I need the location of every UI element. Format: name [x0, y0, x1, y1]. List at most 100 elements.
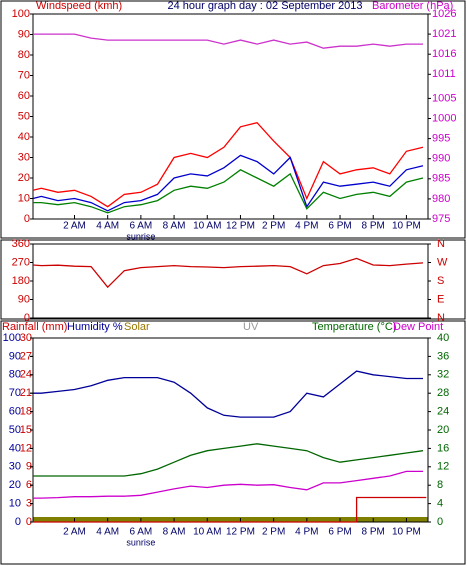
x-tick-label: 10 PM [392, 527, 421, 538]
y-tick-label: 100 [12, 8, 30, 20]
y-tick-label: 36 [437, 350, 449, 362]
legend-label: UV [243, 321, 259, 333]
x-tick-label: 10 AM [193, 527, 221, 538]
x-tick-label: 2 PM [262, 221, 285, 232]
x-tick-label: 4 PM [295, 221, 318, 232]
y-tick-label: N [437, 312, 445, 324]
y-tick-label: 80 [18, 49, 30, 61]
series-line [33, 443, 424, 477]
x-tick-label: 2 PM [262, 527, 285, 538]
y-tick-label: 990 [432, 153, 450, 165]
y-tick-label: 50 [9, 424, 21, 436]
annotation: sunrise [126, 231, 155, 241]
y-tick-label: 12 [437, 461, 449, 473]
panel-border [0, 320, 466, 565]
y-tick-label: 4 [437, 498, 443, 510]
x-tick-label: 8 PM [362, 221, 385, 232]
y-tick-label: 90 [9, 350, 21, 362]
series-line [33, 370, 423, 418]
y-tick-label: 40 [18, 131, 30, 143]
y-tick-label: 9 [26, 461, 32, 473]
y-tick-label: 21 [20, 387, 32, 399]
y-tick-label: 1026 [432, 8, 456, 20]
legend-label: Temperature (°C) [312, 321, 396, 333]
y-tick-label: 90 [18, 293, 30, 305]
y-tick-label: 985 [432, 173, 450, 185]
y-tick-label: 1016 [432, 48, 456, 60]
x-tick-label: 6 PM [328, 221, 351, 232]
y-tick-label: 30 [18, 151, 30, 163]
panel-border [0, 239, 466, 320]
series-line [32, 257, 424, 289]
y-tick-label: 30 [20, 332, 32, 344]
series-line [33, 470, 423, 499]
x-tick-label: 2 AM [63, 221, 86, 232]
y-tick-label: 1000 [432, 112, 456, 124]
x-tick-label: 6 AM [129, 527, 152, 538]
x-tick-label: 8 AM [163, 221, 186, 232]
x-tick-label: 8 PM [362, 527, 385, 538]
y-tick-label: 995 [432, 133, 450, 145]
series-line [33, 169, 424, 214]
x-tick-label: 6 PM [328, 527, 351, 538]
plot-frame [32, 243, 429, 319]
y-tick-label: 24 [437, 406, 449, 418]
y-tick-label: 10 [9, 498, 21, 510]
y-tick-label: 360 [12, 238, 30, 250]
y-tick-label: 18 [20, 406, 32, 418]
x-tick-label: 4 PM [295, 527, 318, 538]
y-tick-label: 12 [20, 442, 32, 454]
y-tick-label: 3 [26, 498, 32, 510]
y-tick-label: 30 [9, 461, 21, 473]
axis-label: Barometer (hPa) [372, 0, 453, 12]
plot-frame [32, 337, 429, 523]
y-tick-label: 70 [9, 387, 21, 399]
y-tick-label: 0 [437, 516, 443, 528]
y-tick-label: 0 [24, 213, 30, 225]
y-tick-label: 70 [18, 69, 30, 81]
x-tick-label: 4 AM [96, 527, 119, 538]
y-tick-label: W [437, 256, 448, 268]
y-tick-label: 50 [18, 110, 30, 122]
x-tick-label: 4 AM [96, 221, 119, 232]
y-tick-label: 8 [437, 479, 443, 491]
annotation: sunrise [126, 537, 155, 547]
y-tick-label: 20 [9, 479, 21, 491]
y-tick-label: 60 [18, 90, 30, 102]
y-tick-label: 80 [9, 369, 21, 381]
legend-label: Humidity % [67, 321, 123, 333]
y-tick-label: 27 [20, 350, 32, 362]
x-tick-label: 6 AM [129, 221, 152, 232]
y-tick-label: 1021 [432, 28, 456, 40]
x-tick-label: 10 AM [193, 221, 221, 232]
y-tick-label: 0 [26, 516, 32, 528]
y-tick-label: 10 [18, 192, 30, 204]
y-tick-label: 100 [3, 332, 21, 344]
y-tick-label: 0 [24, 312, 30, 324]
x-tick-label: 10 PM [392, 221, 421, 232]
y-tick-label: 6 [26, 479, 32, 491]
x-tick-label: 2 AM [63, 527, 86, 538]
solar-band [33, 517, 428, 522]
series-line [32, 121, 424, 208]
y-tick-label: 1011 [432, 68, 456, 80]
y-tick-label: 90 [18, 28, 30, 40]
y-tick-label: 24 [20, 369, 32, 381]
y-tick-label: 0 [15, 516, 21, 528]
y-tick-label: S [437, 275, 444, 287]
y-tick-label: 16 [437, 442, 449, 454]
y-tick-label: 975 [432, 213, 450, 225]
x-tick-label: 8 AM [163, 527, 186, 538]
series-line [33, 33, 423, 49]
y-tick-label: 20 [437, 424, 449, 436]
y-tick-label: 1005 [432, 92, 456, 104]
y-tick-label: 32 [437, 369, 449, 381]
y-tick-label: 40 [437, 332, 449, 344]
y-tick-label: 60 [9, 406, 21, 418]
axis-label: Windspeed (kmh) [36, 0, 122, 12]
y-tick-label: N [437, 238, 445, 250]
chart-title: 24 hour graph day : 02 September 2013 [167, 0, 362, 12]
y-tick-label: E [437, 293, 444, 305]
